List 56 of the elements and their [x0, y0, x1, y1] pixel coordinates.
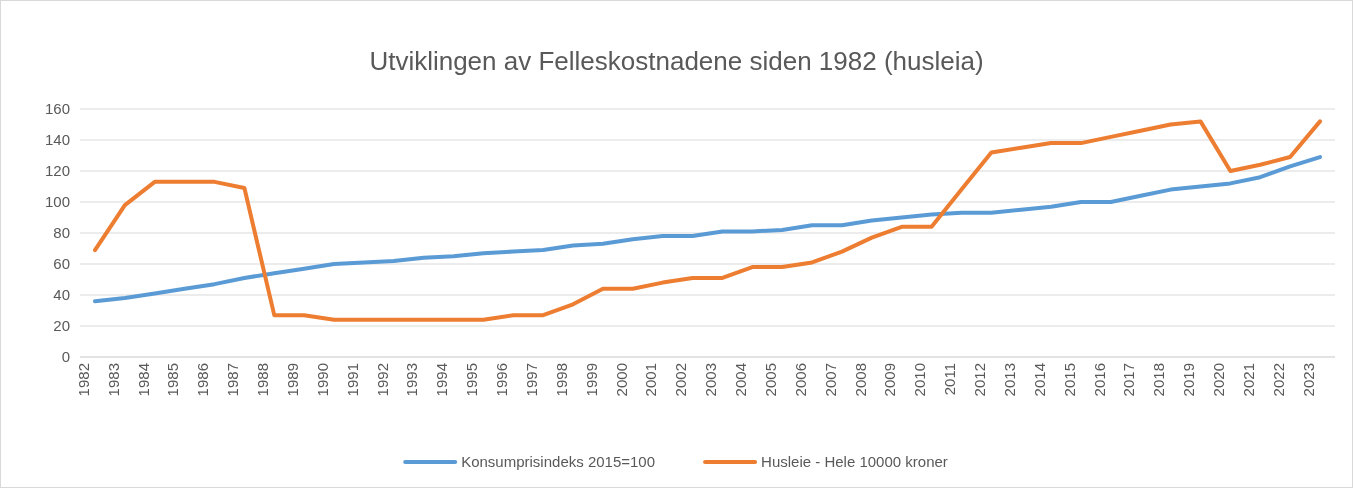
- x-tick-label: 2012: [971, 363, 989, 397]
- x-tick-label: 1993: [403, 363, 421, 397]
- x-tick-label: 2009: [881, 363, 899, 397]
- y-tick-label: 100: [44, 193, 70, 211]
- x-tick-label: 1989: [283, 363, 301, 397]
- x-tick-label: 1984: [134, 363, 152, 397]
- y-tick-label: 20: [53, 317, 70, 335]
- x-tick-label: 2010: [911, 363, 929, 397]
- x-tick-label: 1994: [433, 363, 451, 397]
- y-tick-label: 60: [53, 255, 70, 273]
- x-tick-label: 1992: [373, 363, 391, 397]
- x-tick-label: 2006: [791, 363, 809, 397]
- y-tick-label: 80: [53, 224, 70, 242]
- x-tick-label: 1985: [164, 363, 182, 397]
- x-tick-label: 2003: [702, 363, 720, 397]
- legend-label: Konsumprisindeks 2015=100: [461, 453, 656, 470]
- x-tick-label: 2014: [1030, 363, 1048, 397]
- y-tick-label: 120: [44, 162, 70, 180]
- chart-title: Utviklingen av Felleskostnadene siden 1982 (husleia): [369, 46, 984, 76]
- y-tick-label: 160: [44, 100, 70, 118]
- y-tick-label: 140: [44, 131, 70, 149]
- x-tick-label: 1986: [194, 363, 212, 397]
- x-tick-label: 2011: [941, 363, 959, 396]
- legend-label: Husleie - Hele 10000 kroner: [761, 453, 948, 470]
- x-tick-label: 2018: [1150, 363, 1168, 397]
- x-tick-label: 2023: [1299, 363, 1317, 397]
- x-tick-label: 2022: [1269, 363, 1287, 397]
- x-tick-label: 1983: [104, 363, 122, 397]
- x-tick-label: 2008: [851, 363, 869, 397]
- x-tick-label: 2002: [672, 363, 690, 397]
- x-tick-label: 1999: [582, 363, 600, 397]
- x-tick-label: 1990: [313, 363, 331, 397]
- line-series: [93, 155, 1322, 304]
- x-tick-label: 1982: [74, 363, 92, 397]
- x-tick-label: 1996: [493, 363, 511, 397]
- x-tick-label: 1997: [522, 363, 540, 397]
- x-tick-label: 2000: [612, 363, 630, 397]
- line-series: [93, 119, 1322, 322]
- x-tick-label: 2017: [1120, 363, 1138, 397]
- x-tick-label: 2019: [1180, 363, 1198, 397]
- y-tick-label: 0: [61, 348, 70, 366]
- x-tick-label: 1998: [552, 363, 570, 397]
- x-tick-label: 2001: [642, 363, 660, 397]
- x-tick-label: 2015: [1060, 363, 1078, 397]
- x-tick-label: 1987: [224, 363, 242, 397]
- x-tick-label: 1991: [343, 363, 361, 397]
- x-tick-label: 1995: [463, 363, 481, 397]
- x-tick-label: 2004: [732, 363, 750, 397]
- x-tick-label: 1988: [254, 363, 272, 397]
- x-tick-label: 2021: [1239, 363, 1257, 397]
- x-tick-label: 2005: [761, 363, 779, 397]
- x-tick-label: 2020: [1210, 363, 1228, 397]
- x-tick-label: 2007: [821, 363, 839, 397]
- x-tick-label: 2016: [1090, 363, 1108, 397]
- x-tick-label: 2013: [1000, 363, 1018, 397]
- y-tick-label: 40: [53, 286, 70, 304]
